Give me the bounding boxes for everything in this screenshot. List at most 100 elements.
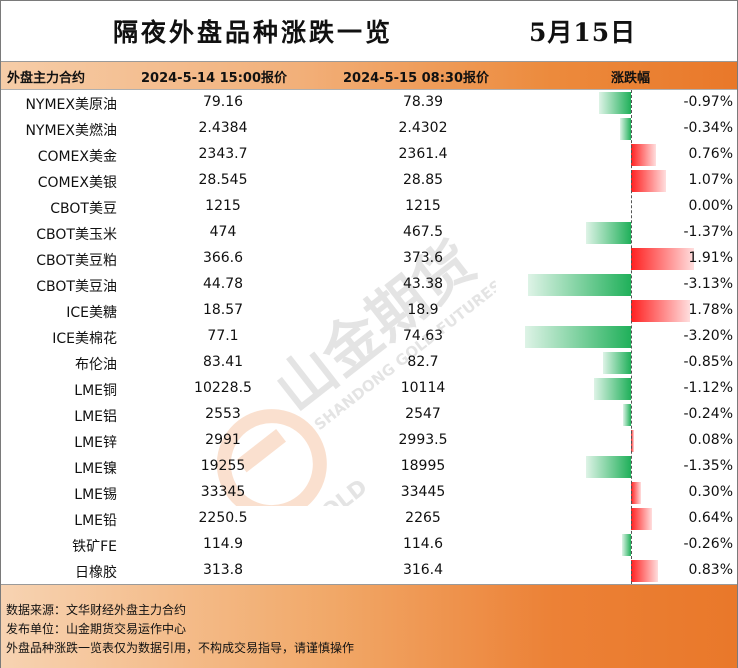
- footer-publisher: 发布单位：山金期货交易运作中心: [6, 622, 187, 636]
- contract-name: CBOT美豆粕: [36, 253, 117, 269]
- change-bar: [602, 352, 631, 374]
- prev-price: 83.41: [202, 354, 244, 370]
- table-row: NYMEX美燃油 2.4384 2.4302 -0.34%: [1, 116, 737, 142]
- change-bar: [585, 222, 631, 244]
- change-axis: [631, 90, 632, 584]
- table-row: COMEX美银 28.545 28.85 1.07%: [1, 168, 737, 194]
- cur-price: 2361.4: [398, 146, 448, 162]
- contract-name: LME镍: [74, 461, 117, 477]
- prev-price: 10228.5: [194, 380, 252, 396]
- change-bar: [631, 248, 695, 270]
- footer-source: 数据来源：文华财经外盘主力合约: [6, 603, 187, 617]
- cur-price: 2547: [405, 406, 441, 422]
- prev-price: 2250.5: [198, 510, 248, 526]
- contract-name: 日橡胶: [75, 565, 117, 581]
- change-percent: -0.97%: [683, 94, 733, 110]
- change-bar: [619, 118, 631, 140]
- cur-price: 82.7: [407, 354, 439, 370]
- contract-name: LME锌: [74, 435, 117, 451]
- prev-price: 2553: [205, 406, 241, 422]
- contract-name: ICE美棉花: [52, 331, 117, 347]
- cur-price: 2993.5: [398, 432, 448, 448]
- contract-name: NYMEX美燃油: [25, 123, 117, 139]
- contract-name: LME铝: [74, 409, 117, 425]
- change-percent: -1.35%: [683, 458, 733, 474]
- cur-price: 114.6: [402, 536, 444, 552]
- cur-price: 10114: [400, 380, 446, 396]
- table-row: NYMEX美原油 79.16 78.39 -0.97%: [1, 90, 737, 116]
- change-bar: [622, 534, 631, 556]
- footer-disclaimer: 外盘品种涨跌一览表仅为数据引用，不构成交易指导，请谨慎操作: [6, 641, 355, 655]
- title-bar: 隔夜外盘品种涨跌一览 5月15日: [1, 1, 737, 62]
- cur-price: 2.4302: [398, 120, 448, 136]
- prev-price: 366.6: [202, 250, 244, 266]
- change-percent: 0.64%: [688, 510, 733, 526]
- table-row: 铁矿FE 114.9 114.6 -0.26%: [1, 532, 737, 558]
- table-row: LME锡 33345 33445 0.30%: [1, 480, 737, 506]
- header-cur: 2024-5-15 08:30报价: [343, 71, 490, 86]
- contract-name: CBOT美玉米: [36, 227, 117, 243]
- cur-price: 28.85: [402, 172, 444, 188]
- prev-price: 28.545: [198, 172, 248, 188]
- change-bar: [631, 508, 653, 530]
- report-date: 5月15日: [529, 18, 637, 47]
- change-percent: -1.12%: [683, 380, 733, 396]
- contract-name: 布伦油: [75, 357, 117, 373]
- change-percent: 0.08%: [688, 432, 733, 448]
- contract-name: LME铅: [74, 513, 117, 529]
- prev-price: 2.4384: [198, 120, 248, 136]
- change-percent: 1.78%: [688, 302, 733, 318]
- prev-price: 77.1: [207, 328, 239, 344]
- cur-price: 316.4: [402, 562, 444, 578]
- change-percent: -3.20%: [683, 328, 733, 344]
- table-row: LME镍 19255 18995 -1.35%: [1, 454, 737, 480]
- table-row: 布伦油 83.41 82.7 -0.85%: [1, 350, 737, 376]
- change-bar: [623, 404, 631, 426]
- contract-name: 铁矿FE: [72, 539, 117, 555]
- contract-name: CBOT美豆油: [36, 279, 117, 295]
- change-bar: [527, 274, 631, 296]
- prev-price: 33345: [200, 484, 246, 500]
- header-name: 外盘主力合约: [7, 71, 86, 86]
- header-prev: 2024-5-14 15:00报价: [141, 71, 288, 86]
- cur-price: 78.39: [402, 94, 444, 110]
- change-percent: 0.83%: [688, 562, 733, 578]
- change-bar: [631, 170, 667, 192]
- table-row: CBOT美豆油 44.78 43.38 -3.13%: [1, 272, 737, 298]
- table-row: CBOT美豆粕 366.6 373.6 1.91%: [1, 246, 737, 272]
- cur-price: 43.38: [402, 276, 444, 292]
- change-bar: [594, 378, 631, 400]
- prev-price: 2343.7: [198, 146, 248, 162]
- prev-price: 44.78: [202, 276, 244, 292]
- change-bar: [586, 456, 631, 478]
- cur-price: 74.63: [402, 328, 444, 344]
- contract-name: COMEX美金: [37, 149, 117, 165]
- prev-price: 18.57: [202, 302, 244, 318]
- table-header: 外盘主力合约 2024-5-14 15:00报价 2024-5-15 08:30…: [1, 62, 737, 90]
- change-bar: [525, 326, 631, 348]
- contract-name: LME锡: [74, 487, 117, 503]
- cur-price: 18.9: [407, 302, 439, 318]
- cur-price: 373.6: [402, 250, 444, 266]
- table-row: LME锌 2991 2993.5 0.08%: [1, 428, 737, 454]
- prev-price: 19255: [200, 458, 246, 474]
- table-row: CBOT美豆 1215 1215 0.00%: [1, 194, 737, 220]
- cur-price: 1215: [405, 198, 441, 214]
- change-percent: 1.91%: [688, 250, 733, 266]
- change-percent: 0.00%: [688, 198, 733, 214]
- table-row: LME铜 10228.5 10114 -1.12%: [1, 376, 737, 402]
- cur-price: 467.5: [402, 224, 444, 240]
- change-percent: -0.24%: [683, 406, 733, 422]
- change-bar: [631, 482, 641, 504]
- change-percent: 0.76%: [688, 146, 733, 162]
- footer: 数据来源：文华财经外盘主力合约 发布单位：山金期货交易运作中心 外盘品种涨跌一览…: [1, 584, 737, 668]
- change-percent: -1.37%: [683, 224, 733, 240]
- page-title: 隔夜外盘品种涨跌一览: [113, 18, 394, 47]
- prev-price: 474: [209, 224, 237, 240]
- table-row: ICE美糖 18.57 18.9 1.78%: [1, 298, 737, 324]
- prev-price: 79.16: [202, 94, 244, 110]
- contract-name: LME铜: [74, 383, 117, 399]
- change-bar: [631, 430, 634, 452]
- table-row: CBOT美玉米 474 467.5 -1.37%: [1, 220, 737, 246]
